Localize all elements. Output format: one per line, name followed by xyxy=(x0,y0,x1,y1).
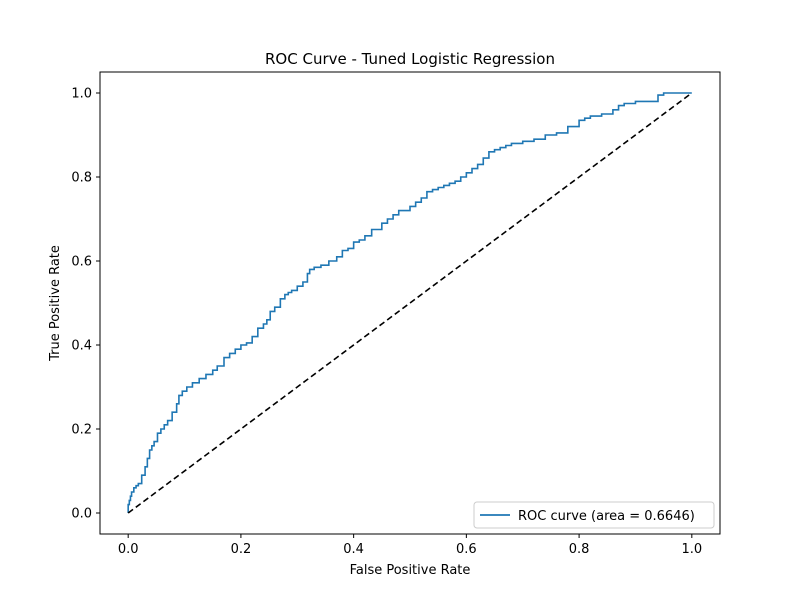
x-tick-label: 0.6 xyxy=(456,542,477,557)
y-tick-label: 1.0 xyxy=(71,87,92,102)
y-axis-label: True Positive Rate xyxy=(48,245,63,362)
y-tick-label: 0.2 xyxy=(71,423,92,438)
x-tick-label: 0.0 xyxy=(118,542,139,557)
plot-area xyxy=(127,92,693,514)
axes-frame xyxy=(99,71,721,535)
x-tick-label: 0.4 xyxy=(343,542,364,557)
y-tick-label: 0.4 xyxy=(71,339,92,354)
roc-curve-line xyxy=(127,92,692,513)
axis-ticks: 0.0 0.2 0.4 0.6 0.8 1.0 0.0 0.2 0.4 0.6 0.8 1.0 xyxy=(71,87,702,558)
x-tick-label: 1.0 xyxy=(681,542,702,557)
legend: ROC curve (area = 0.6646) xyxy=(473,501,715,529)
legend-box xyxy=(473,501,715,529)
chance-diagonal-line xyxy=(127,92,693,514)
y-tick-label: 0.0 xyxy=(71,507,92,522)
x-tick-label: 0.8 xyxy=(569,542,590,557)
y-tick-label: 0.8 xyxy=(71,171,92,186)
x-axis-label: False Positive Rate xyxy=(350,563,471,578)
y-tick-label: 0.6 xyxy=(71,255,92,270)
x-tick-label: 0.2 xyxy=(231,542,252,557)
legend-label-roc-curve: ROC curve (area = 0.6646) xyxy=(518,509,695,524)
chart-title: ROC Curve - Tuned Logistic Regression xyxy=(265,50,555,68)
